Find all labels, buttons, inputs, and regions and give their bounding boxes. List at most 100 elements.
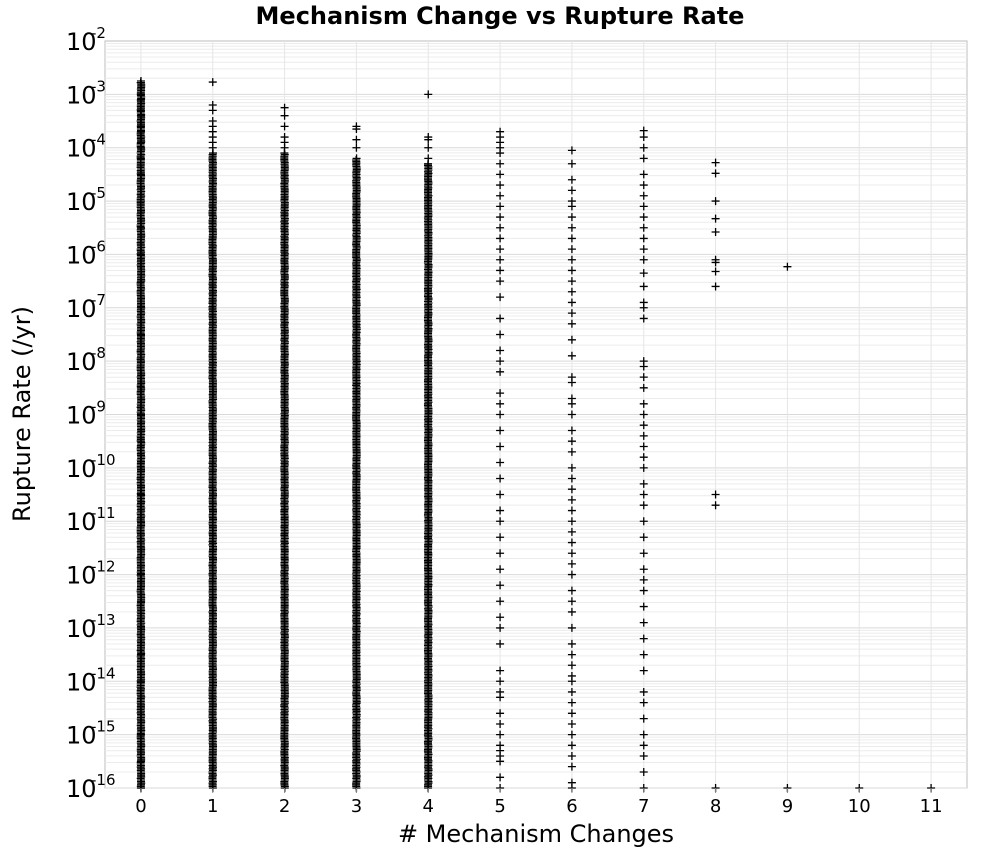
- data-point: [567, 378, 576, 387]
- y-tick-exponent: -12: [91, 558, 116, 576]
- y-tick-label: 10-6: [66, 237, 106, 269]
- data-point: [567, 159, 576, 168]
- data-point: [424, 90, 433, 99]
- data-point: [424, 154, 433, 163]
- data-point: [208, 143, 217, 152]
- data-point: [496, 709, 505, 718]
- x-tick-label: 2: [279, 796, 290, 817]
- data-point: [136, 277, 145, 286]
- data-point: [496, 149, 505, 158]
- data-point: [639, 255, 648, 264]
- data-point: [639, 245, 648, 254]
- data-point: [639, 421, 648, 430]
- data-point: [496, 730, 505, 739]
- data-point: [567, 719, 576, 728]
- data-point: [496, 613, 505, 622]
- data-point: [136, 623, 145, 632]
- y-tick-base-text: 10: [66, 668, 97, 696]
- data-point: [136, 357, 145, 366]
- data-point: [567, 245, 576, 254]
- y-tick-exponent: -3: [91, 77, 106, 95]
- data-point: [639, 687, 648, 696]
- y-tick-base-text: 10: [66, 28, 97, 56]
- data-point: [567, 570, 576, 579]
- data-point: [639, 314, 648, 323]
- data-point: [567, 335, 576, 344]
- data-point: [567, 687, 576, 696]
- data-point: [496, 314, 505, 323]
- y-tick-label: 10-10: [66, 451, 116, 483]
- data-point: [567, 309, 576, 318]
- data-point: [496, 245, 505, 254]
- data-point: [567, 607, 576, 616]
- x-tick-label: 9: [782, 796, 793, 817]
- data-point: [136, 650, 145, 659]
- y-tick-base-text: 10: [66, 615, 97, 643]
- data-point: [496, 490, 505, 499]
- data-point: [639, 234, 648, 243]
- data-point: [567, 410, 576, 419]
- y-tick-label: 10-2: [66, 24, 106, 56]
- data-point: [496, 202, 505, 211]
- data-point: [639, 282, 648, 291]
- data-point: [639, 698, 648, 707]
- y-tick-exponent: -14: [91, 664, 116, 682]
- data-point: [496, 757, 505, 766]
- data-point: [567, 586, 576, 595]
- data-point: [496, 666, 505, 675]
- data-point: [496, 581, 505, 590]
- data-point: [567, 463, 576, 472]
- data-point: [352, 135, 361, 144]
- data-point: [567, 527, 576, 536]
- y-tick-base-text: 10: [66, 295, 97, 323]
- data-point: [639, 269, 648, 278]
- data-point: [496, 442, 505, 451]
- data-point: [639, 143, 648, 152]
- data-point: [567, 549, 576, 558]
- data-point: [280, 143, 289, 152]
- data-point: [567, 287, 576, 296]
- data-point: [136, 703, 145, 712]
- data-point: [639, 767, 648, 776]
- data-point: [136, 303, 145, 312]
- chart-title: Mechanism Change vs Rupture Rate: [256, 2, 745, 30]
- data-point: [280, 111, 289, 120]
- data-point: [136, 543, 145, 552]
- data-point: [711, 501, 720, 510]
- x-tick-label: 0: [135, 796, 146, 817]
- data-point: [208, 106, 217, 115]
- data-point: [567, 517, 576, 526]
- y-tick-exponent: -2: [91, 24, 106, 42]
- y-tick-exponent: -9: [91, 398, 106, 416]
- y-tick-base-text: 10: [66, 188, 97, 216]
- data-point: [136, 143, 145, 152]
- data-point: [639, 666, 648, 675]
- data-point: [496, 266, 505, 275]
- data-point: [639, 373, 648, 382]
- data-point: [496, 474, 505, 483]
- data-point: [639, 501, 648, 510]
- x-tick-label: 4: [423, 796, 434, 817]
- data-point: [136, 730, 145, 739]
- data-point: [639, 730, 648, 739]
- data-point: [711, 258, 720, 267]
- data-point: [496, 170, 505, 179]
- data-point: [496, 693, 505, 702]
- y-tick-base-text: 10: [66, 348, 97, 376]
- data-point: [567, 730, 576, 739]
- data-point: [208, 78, 217, 87]
- data-point: [639, 202, 648, 211]
- data-point: [639, 170, 648, 179]
- y-tick-exponent: -8: [91, 344, 106, 362]
- data-point: [567, 186, 576, 195]
- x-axis-ticks: 0 1 2 3 4 5 6 7 8 9 10 11: [135, 788, 943, 817]
- data-point: [136, 154, 145, 163]
- data-point: [639, 517, 648, 526]
- data-point: [496, 159, 505, 168]
- data-point: [639, 181, 648, 190]
- data-point: [639, 575, 648, 584]
- data-point: [496, 597, 505, 606]
- data-point: [136, 250, 145, 259]
- data-point: [639, 714, 648, 723]
- data-point: [639, 191, 648, 200]
